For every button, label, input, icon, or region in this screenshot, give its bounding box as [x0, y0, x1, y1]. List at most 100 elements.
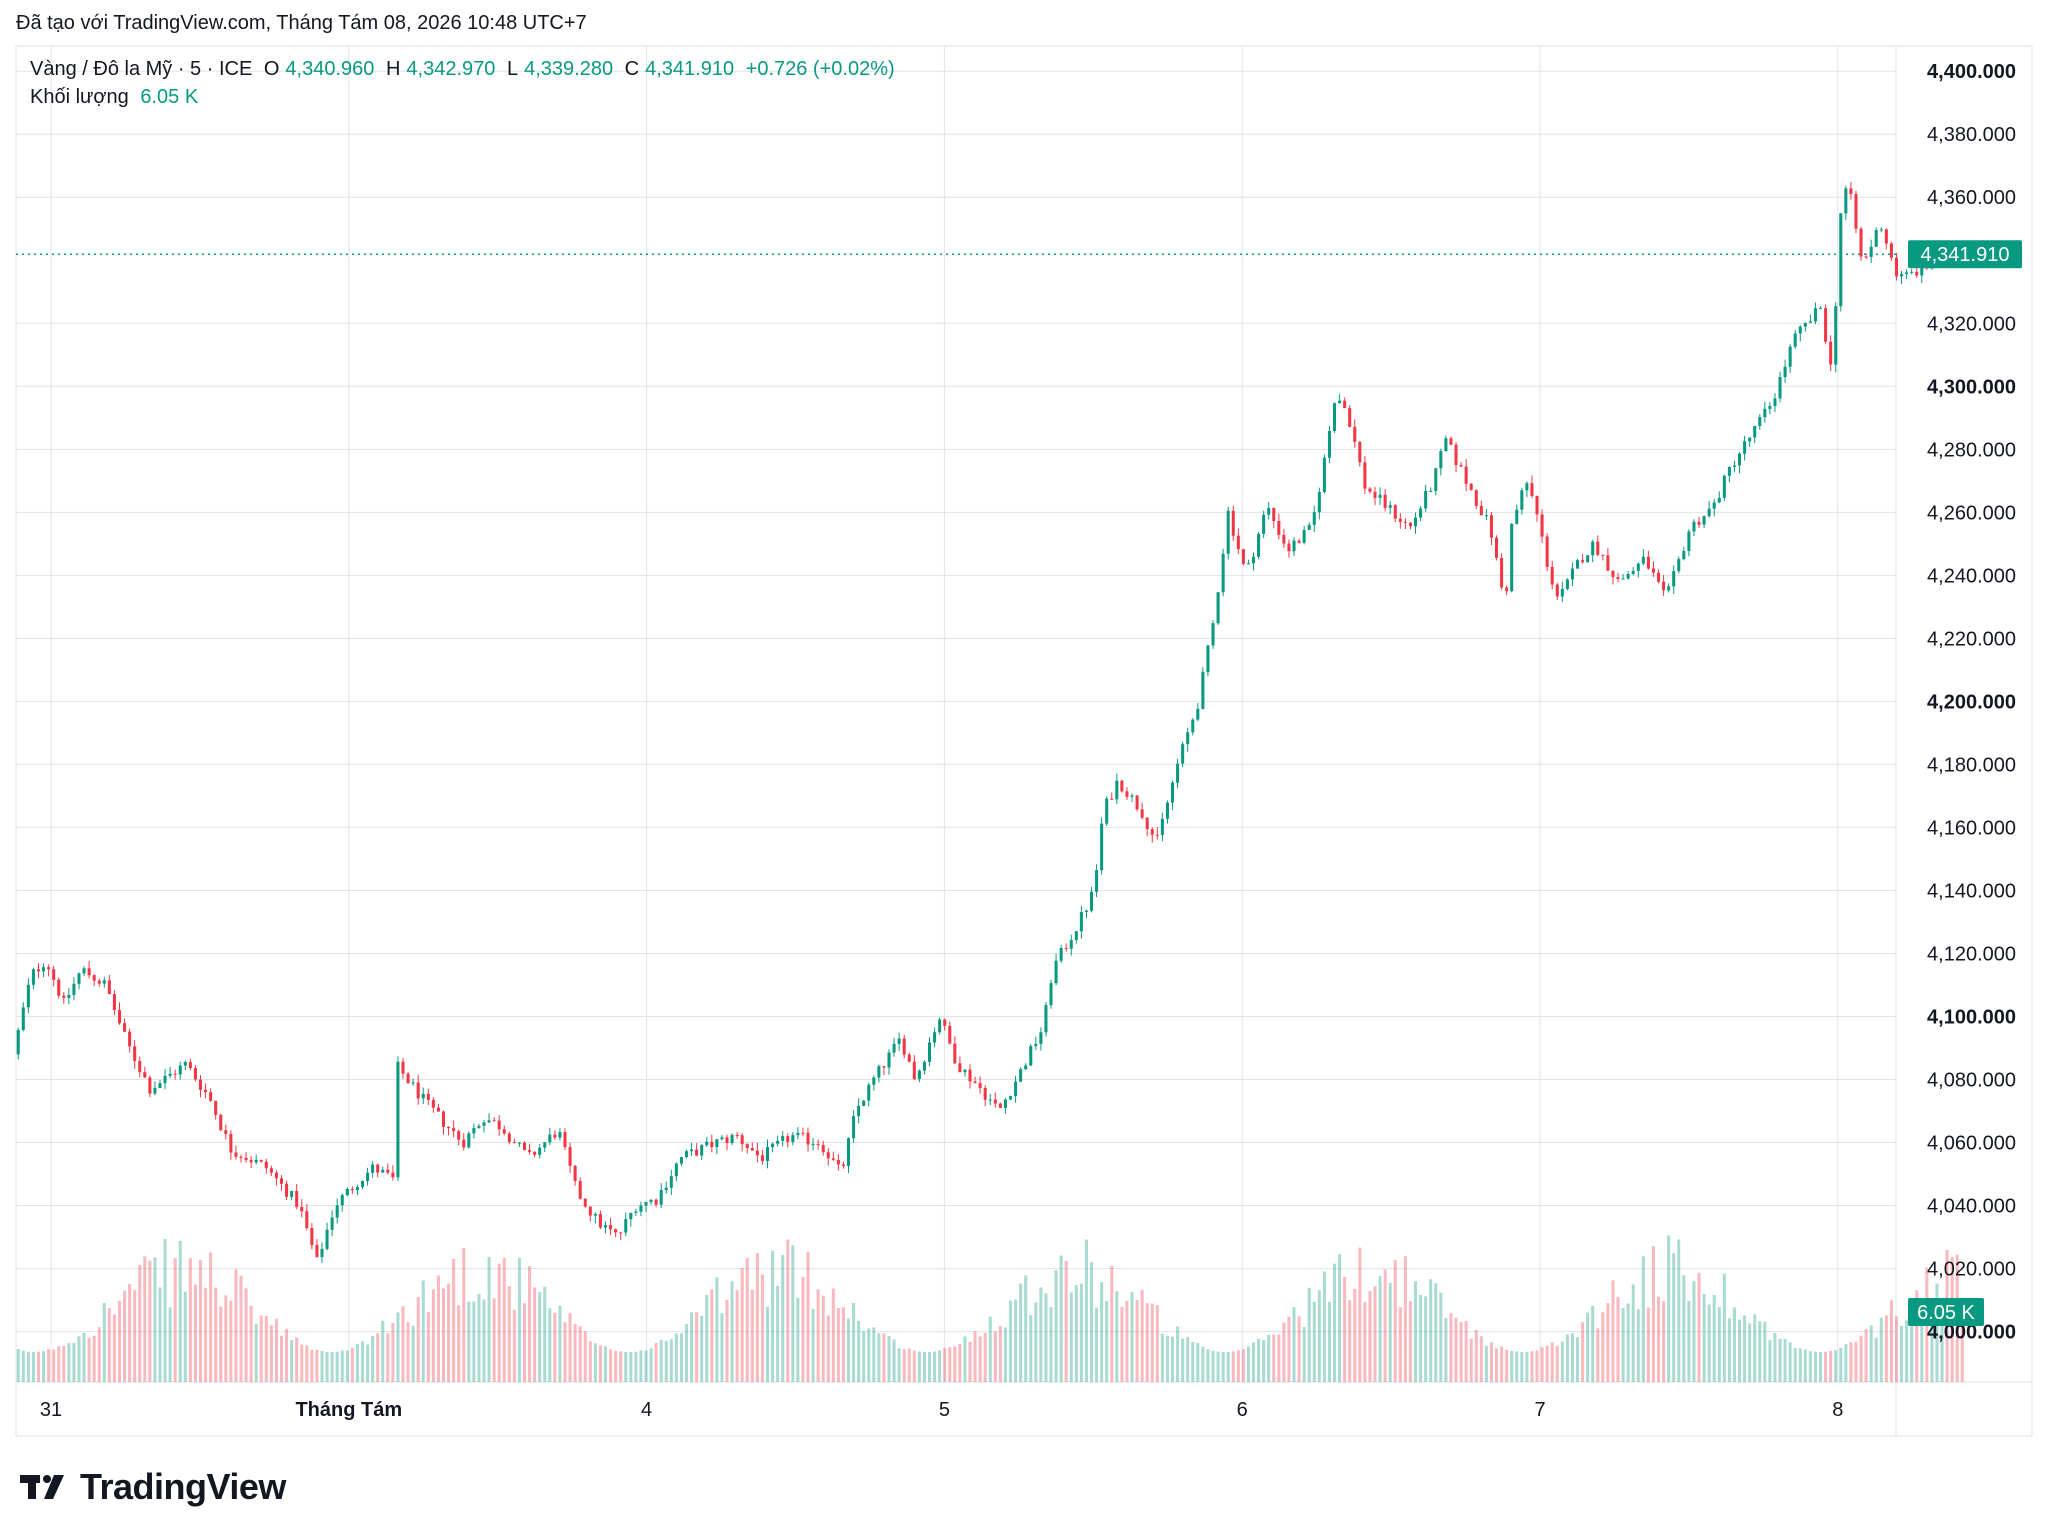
candle-up: [411, 1078, 415, 1086]
volume-bar: [862, 1331, 866, 1382]
candle-down: [588, 1206, 592, 1222]
candle-down: [295, 1183, 299, 1210]
volume-bar: [1960, 1303, 1964, 1382]
volume-bar: [963, 1336, 967, 1382]
volume-bar: [598, 1345, 602, 1382]
candle-down: [305, 1204, 309, 1231]
candle-down: [1064, 943, 1068, 952]
volume-bar: [1611, 1280, 1615, 1382]
candle-body: [1064, 947, 1068, 949]
candle-body: [67, 994, 71, 998]
y-tick-label: 4,180.000: [1927, 754, 2016, 776]
candle-body: [1368, 488, 1372, 492]
candle-up: [1322, 454, 1326, 494]
volume-bar: [1201, 1346, 1205, 1382]
candle-down: [740, 1133, 744, 1152]
candle-body: [1019, 1069, 1023, 1082]
candle-up: [183, 1060, 187, 1071]
candle-body: [1272, 507, 1276, 521]
candle-down: [204, 1083, 208, 1099]
candle-body: [674, 1163, 678, 1177]
volume-bar: [1525, 1351, 1529, 1382]
symbol-label[interactable]: Vàng / Đô la Mỹ · 5 · ICE: [30, 58, 253, 80]
candle-body: [1606, 555, 1610, 571]
candle-up: [1900, 271, 1904, 285]
volume-bar: [791, 1245, 795, 1382]
candle-up: [1079, 905, 1083, 939]
candle-down: [452, 1120, 456, 1138]
candle-down: [436, 1103, 440, 1112]
volume-bar: [927, 1351, 932, 1382]
candle-down: [695, 1143, 699, 1157]
candle-body: [77, 973, 81, 984]
volume-bar: [1621, 1308, 1625, 1382]
volume-bar: [1651, 1246, 1655, 1382]
candle-up: [487, 1113, 491, 1123]
candle-body: [816, 1144, 820, 1146]
volume-label[interactable]: Khối lượng: [30, 86, 129, 108]
volume-bar: [624, 1351, 628, 1382]
volume-bar: [1393, 1260, 1397, 1382]
candle-body: [1641, 556, 1645, 564]
candle-body: [295, 1190, 299, 1207]
volume-bar: [1236, 1350, 1240, 1382]
candle-body: [1849, 188, 1853, 194]
candle-up: [1626, 571, 1630, 580]
candle-body: [1155, 834, 1159, 836]
candle-body: [548, 1134, 552, 1143]
volume-bar: [366, 1344, 370, 1382]
candle-body: [310, 1227, 314, 1245]
candle-up: [1029, 1043, 1033, 1067]
candle-body: [1226, 510, 1230, 554]
candle-up: [381, 1166, 385, 1173]
candle-body: [1864, 256, 1868, 258]
candle-body: [1808, 321, 1812, 323]
candle-body: [72, 983, 76, 995]
candle-body: [502, 1129, 506, 1134]
volume-bar: [1479, 1336, 1483, 1382]
candle-up: [1039, 1027, 1043, 1051]
y-tick-label: 4,140.000: [1927, 880, 2016, 902]
candle-up: [1201, 667, 1205, 710]
volume-bar: [224, 1295, 228, 1382]
candle-body: [1662, 581, 1666, 591]
candle-body: [1596, 541, 1600, 555]
candle-body: [1651, 568, 1655, 573]
y-tick-label: 4,360.000: [1927, 187, 2016, 209]
volume-bar: [1829, 1350, 1833, 1382]
volume-bar: [1849, 1342, 1853, 1382]
candle-down: [269, 1165, 273, 1177]
candle-body: [82, 968, 86, 974]
volume-bar: [933, 1351, 937, 1382]
volume-bar: [1363, 1302, 1367, 1382]
candle-body: [1292, 540, 1296, 552]
candle-body: [1743, 441, 1747, 454]
candle-body: [1646, 556, 1650, 569]
tradingview-logo[interactable]: TradingView: [20, 1466, 286, 1508]
candle-body: [1732, 465, 1736, 467]
candle-body: [943, 1019, 947, 1026]
candle-down: [386, 1163, 390, 1175]
volume-bar: [497, 1263, 501, 1382]
candle-body: [1170, 782, 1175, 803]
volume-bar: [1505, 1349, 1509, 1382]
candle-body: [26, 984, 30, 1008]
candle-up: [1839, 212, 1843, 312]
volume-bar: [968, 1341, 972, 1382]
candle-down: [902, 1034, 906, 1059]
candle-down: [406, 1071, 410, 1084]
volume-bar: [340, 1350, 344, 1382]
volume-bar: [1773, 1333, 1777, 1382]
candle-body: [1120, 780, 1124, 792]
candle-up: [593, 1212, 597, 1224]
candle-body: [902, 1038, 906, 1055]
candle-body: [1039, 1032, 1043, 1044]
candle-body: [867, 1084, 871, 1101]
candle-body: [345, 1188, 349, 1196]
candle-body: [771, 1143, 775, 1148]
y-tick-label: 4,220.000: [1927, 628, 2016, 650]
candle-down: [1540, 509, 1544, 543]
candle-down: [953, 1036, 957, 1064]
candle-body: [700, 1145, 704, 1156]
